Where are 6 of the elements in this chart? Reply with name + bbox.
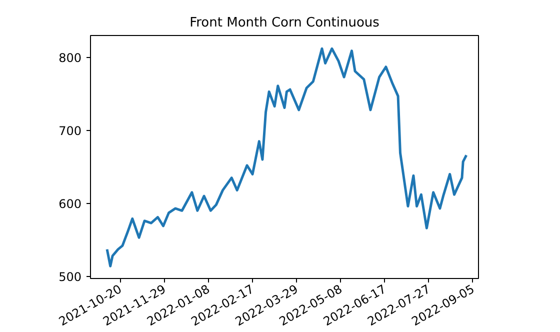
chart-title: Front Month Corn Continuous	[190, 16, 380, 30]
y-tick-label: 700	[58, 124, 82, 138]
y-tick-label: 600	[58, 196, 82, 211]
line-series	[106, 47, 468, 268]
y-tick-label: 500	[58, 270, 82, 284]
y-tick-label: 800	[58, 50, 82, 65]
